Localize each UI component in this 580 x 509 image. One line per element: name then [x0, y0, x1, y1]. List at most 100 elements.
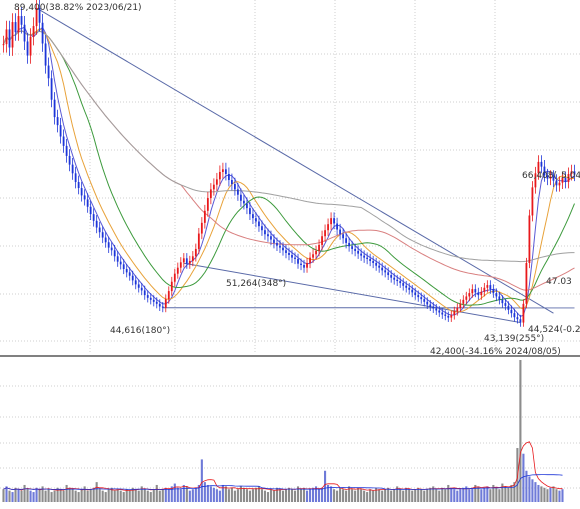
volume-bar-52	[159, 491, 161, 502]
volume-bar-175	[528, 476, 530, 502]
volume-bar-67	[204, 482, 206, 502]
volume-bar-86	[261, 489, 263, 502]
candle-body-145	[438, 311, 440, 313]
volume-bar-120	[363, 491, 365, 502]
candle-body-39	[120, 262, 122, 265]
candle-body-77	[234, 184, 236, 189]
candle-body-47	[144, 290, 146, 295]
volume-bar-33	[102, 491, 104, 502]
candle-body-14	[45, 43, 47, 65]
candle-body-115	[348, 243, 350, 246]
candle-body-117	[354, 249, 356, 251]
volume-bar-161	[486, 486, 488, 502]
volume-bar-41	[126, 489, 128, 502]
candle-body-153	[462, 300, 464, 304]
volume-bar-100	[303, 488, 305, 502]
volume-bar-182	[549, 488, 551, 502]
candle-body-134	[405, 286, 407, 288]
volume-bar-75	[228, 489, 230, 502]
candle-body-17	[54, 100, 56, 117]
volume-bar-32	[99, 489, 101, 502]
candle-body-51	[156, 302, 158, 304]
volume-bar-134	[405, 488, 407, 502]
candle-body-150	[453, 311, 455, 315]
volume-bar-12	[39, 489, 41, 502]
candle-body-21	[66, 146, 68, 156]
volume-bar-22	[69, 488, 71, 502]
volume-bar-11	[36, 488, 38, 502]
candle-body-30	[93, 214, 95, 221]
volume-bar-150	[453, 489, 455, 502]
volume-bar-141	[426, 489, 428, 502]
candle-body-160	[483, 288, 485, 292]
trendlines	[37, 8, 575, 323]
candle-body-116	[351, 246, 353, 249]
candle-body-159	[480, 292, 482, 295]
volume-bar-30	[93, 488, 95, 502]
candle-body-74	[225, 169, 227, 174]
volume-bar-17	[54, 491, 56, 502]
volume-bar-121	[366, 492, 368, 502]
candle-body-40	[123, 264, 125, 269]
candle-body-129	[390, 275, 392, 278]
candle-body-63	[192, 256, 194, 261]
candle-body-113	[342, 234, 344, 238]
candle-body-176	[532, 187, 534, 215]
candle-body-85	[258, 222, 260, 227]
volume-bar-50	[153, 489, 155, 502]
candle-body-97	[294, 258, 296, 259]
candle-body-172	[520, 319, 522, 322]
volume-bar-28	[87, 491, 89, 502]
annotation-price-66408: 66,408(	[522, 171, 557, 181]
volume-bar-173	[522, 454, 524, 502]
candle-body-67	[204, 211, 206, 223]
candle-body-110	[333, 218, 335, 223]
candle-body-152	[459, 304, 461, 308]
candle-body-175	[529, 215, 531, 263]
candle-body-92	[279, 246, 281, 248]
candle-body-126	[381, 268, 383, 271]
volume-bar-140	[423, 491, 425, 502]
volume-bar-110	[333, 489, 335, 502]
volume-bar-1	[5, 486, 7, 502]
candle-body-75	[228, 174, 230, 180]
candle-body-142	[429, 304, 431, 306]
volume-bar-69	[210, 486, 212, 502]
candle-body-100	[303, 265, 305, 268]
candle-body-107	[324, 230, 326, 236]
candle-body-99	[300, 264, 302, 265]
candle-body-93	[282, 248, 284, 251]
candle-body-4	[15, 22, 17, 32]
candle-body-120	[363, 256, 365, 258]
annotation-low: 42,400(-34.16% 2024/08/05)	[430, 347, 561, 357]
candle-body-137	[414, 292, 416, 295]
candle-body-32	[99, 228, 101, 233]
candle-body-38	[117, 256, 119, 261]
candle-body-111	[336, 224, 338, 230]
volume-bar-23	[72, 489, 74, 502]
moving-average-5	[4, 27, 575, 316]
candle-body-54	[165, 299, 167, 308]
volume-bar-107	[324, 471, 326, 502]
volume-bar-80	[243, 488, 245, 502]
volume-bar-164	[495, 488, 497, 502]
candle-body-133	[402, 283, 404, 286]
volume-bar-94	[285, 489, 287, 502]
volume-bar-133	[402, 491, 404, 502]
volume-bar-138	[417, 488, 419, 502]
candle-body-165	[498, 296, 500, 299]
candle-body-44	[135, 280, 137, 284]
candle-body-94	[285, 250, 287, 253]
annotation-price-4703: 47.03	[546, 277, 572, 287]
candle-body-27	[84, 195, 86, 199]
candle-body-171	[516, 317, 518, 319]
candle-body-53	[162, 306, 164, 307]
candle-body-45	[138, 284, 140, 287]
candle-body-103	[312, 254, 314, 257]
volume-bar-42	[129, 491, 131, 502]
candle-body-9	[30, 37, 32, 56]
candle-body-87	[264, 230, 266, 234]
volume-bar-116	[351, 489, 353, 502]
volume-bar-156	[471, 488, 473, 502]
